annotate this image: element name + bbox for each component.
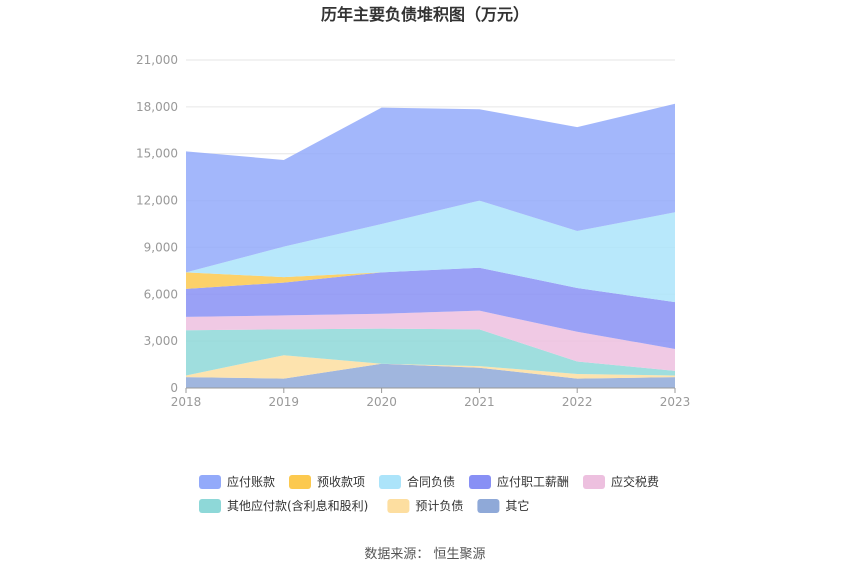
legend-label: 预计负债	[415, 499, 463, 513]
area-1	[186, 355, 675, 379]
area-6	[186, 200, 675, 303]
legend-swatch	[379, 475, 401, 489]
legend-swatch	[199, 499, 221, 513]
chart-title: 历年主要负债堆积图（万元）	[321, 5, 529, 24]
legend-swatch	[477, 499, 500, 513]
legend-label: 其它	[505, 498, 529, 513]
area-series	[186, 103, 675, 388]
legend-swatch	[387, 499, 410, 513]
data-source: 数据来源： 恒生聚源	[364, 547, 485, 562]
area-7	[186, 103, 675, 273]
legend-label: 应付职工薪酬	[497, 474, 569, 489]
x-tick-label: 2020	[366, 395, 397, 409]
y-tick-label: 21,000	[136, 53, 178, 67]
y-tick-label: 18,000	[136, 100, 178, 114]
legend-swatch	[199, 475, 221, 489]
y-tick-label: 3,000	[144, 334, 178, 348]
legend-label: 合同负债	[407, 474, 455, 489]
legend-swatch	[289, 475, 311, 489]
area-3	[186, 310, 675, 371]
area-2	[186, 328, 675, 376]
legend-swatch	[583, 475, 605, 489]
x-tick-label: 2022	[562, 395, 593, 409]
legend-label: 应付账款	[227, 474, 275, 489]
legend-label: 应交税费	[611, 474, 659, 489]
y-tick-label: 15,000	[136, 147, 178, 161]
y-tick-label: 12,000	[136, 194, 178, 208]
area-4	[186, 267, 675, 349]
area-5	[186, 267, 675, 303]
x-tick-label: 2019	[269, 395, 300, 409]
y-tick-label: 0	[170, 381, 178, 395]
area-0	[186, 363, 675, 388]
x-tick-label: 2021	[464, 395, 495, 409]
legend-swatch	[469, 475, 491, 489]
y-tick-label: 6,000	[144, 287, 178, 301]
legend-label: 其他应付款(含利息和股利)	[227, 498, 368, 513]
legend-label: 预收款项	[317, 475, 365, 489]
x-tick-label: 2018	[171, 395, 202, 409]
y-tick-label: 9,000	[144, 240, 178, 254]
x-tick-label: 2023	[660, 395, 691, 409]
axes: 0 3,000 6,000 9,000 12,000 15,000 18,000 21,000…	[136, 53, 690, 409]
